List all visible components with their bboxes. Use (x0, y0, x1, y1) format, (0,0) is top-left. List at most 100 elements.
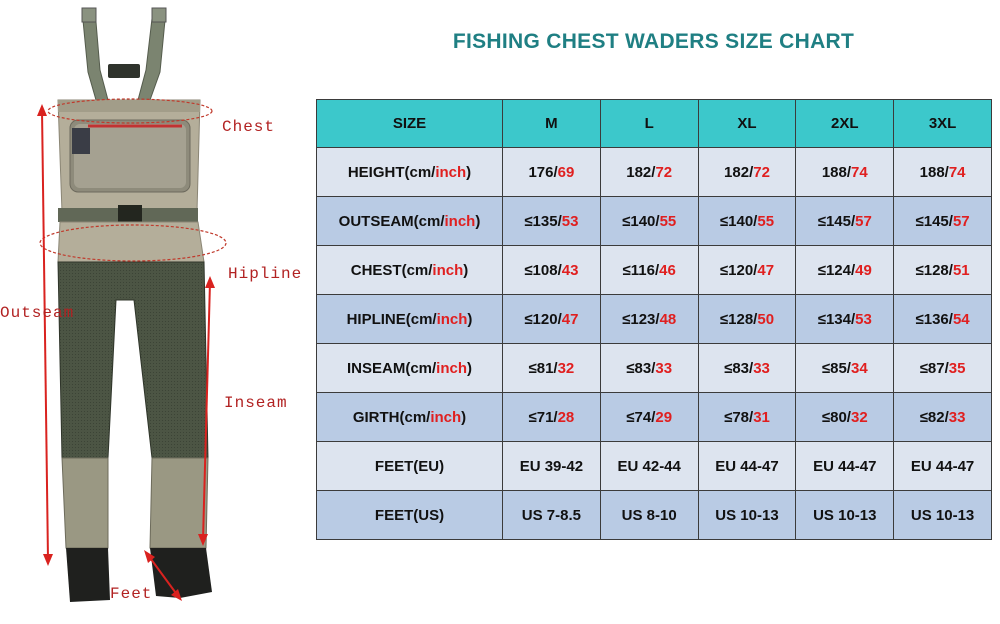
cell-cm-value: EU 44-47 (910, 457, 975, 475)
table-cell: ≤124/49 (795, 245, 895, 295)
cell-cm-value: ≤140/ (622, 212, 660, 230)
table-cell: ≤116/46 (599, 245, 699, 295)
table-cell: ≤128/50 (697, 294, 797, 344)
cell-cm-value: ≤78/ (724, 408, 754, 426)
cell-inch-value: 53 (561, 212, 579, 230)
cell-inch-value: 72 (655, 163, 673, 181)
table-cell: EU 39-42 (502, 441, 601, 491)
feet-label: Feet (110, 585, 153, 603)
table-cell: ≤71/28 (502, 392, 601, 442)
cell-inch-value: 54 (952, 310, 970, 328)
table-cell: ≤145/57 (893, 196, 992, 246)
cell-cm-value: 176/ (528, 163, 558, 181)
table-row-outseam: OUTSEAM(cm/inch) ≤135/53 ≤140/55 ≤140/55 ≤14… (316, 196, 992, 246)
table-cell: ≤120/47 (502, 294, 601, 344)
cell-cm-value: US 10-13 (910, 506, 975, 524)
table-row-height: HEIGHT(cm/inch) 176/69 182/72 182/72 188/74 1… (316, 147, 992, 197)
cell-cm-value: ≤128/ (915, 261, 953, 279)
table-cell: 182/72 (599, 147, 699, 197)
cell-cm-value: ≤71/ (528, 408, 558, 426)
cell-inch-value: 55 (659, 212, 677, 230)
cell-inch-value: 33 (655, 359, 673, 377)
row-label-unit: inch (432, 261, 464, 279)
row-label-unit: inch (430, 408, 462, 426)
cell-inch-value: 72 (753, 163, 770, 181)
table-cell: EU 44-47 (697, 441, 797, 491)
table-cell: ≤135/53 (502, 196, 601, 246)
table-cell: US 7-8.5 (502, 490, 601, 540)
row-label-text: FEET(EU) (374, 457, 445, 475)
table-cell: 182/72 (697, 147, 797, 197)
table-cell: 188/74 (893, 147, 992, 197)
chest-label: Chest (222, 118, 276, 136)
cell-inch-value: 46 (659, 261, 676, 279)
table-cell: EU 44-47 (893, 441, 992, 491)
cell-cm-value: ≤83/ (626, 359, 656, 377)
cell-inch-value: 51 (952, 261, 970, 279)
row-label: FEET(EU) (316, 441, 503, 491)
cell-inch-value: 48 (659, 310, 677, 328)
row-label-text: GIRTH(cm/ (352, 408, 431, 426)
cell-inch-value: 69 (557, 163, 575, 181)
cell-cm-value: 182/ (724, 163, 754, 181)
row-label: INSEAM(cm/inch) (316, 343, 503, 393)
row-label-text: HIPLINE(cm/ (346, 310, 437, 328)
row-label-text: HEIGHT(cm/ (347, 163, 436, 181)
cell-inch-value: 50 (757, 310, 775, 328)
cell-inch-value: 32 (557, 359, 575, 377)
cell-cm-value: ≤81/ (528, 359, 558, 377)
outseam-label: Outseam (0, 304, 75, 322)
row-label-text: FEET(US) (374, 506, 445, 524)
cell-inch-value: 35 (948, 359, 966, 377)
cell-inch-value: 43 (561, 261, 579, 279)
cell-cm-value: ≤87/ (919, 359, 949, 377)
cell-inch-value: 34 (850, 359, 868, 377)
cell-inch-value: 47 (561, 310, 579, 328)
cell-inch-value: 32 (850, 408, 868, 426)
cell-cm-value: ≤120/ (524, 310, 562, 328)
cell-cm-value: ≤124/ (817, 261, 856, 279)
row-label-text: INSEAM(cm/ (346, 359, 437, 377)
table-cell: ≤136/54 (893, 294, 992, 344)
table-cell: US 10-13 (795, 490, 895, 540)
cell-cm-value: ≤145/ (915, 212, 953, 230)
cell-cm-value: ≤128/ (719, 310, 758, 328)
waders-product-image (37, 7, 227, 602)
cell-cm-value: ≤108/ (524, 261, 562, 279)
waders-illustration: Chest Hipline Outseam Inseam Feet (0, 0, 315, 619)
table-row-feet-eu: FEET(EU) EU 39-42 EU 42-44 EU 44-47 EU 44-47… (316, 441, 992, 491)
cell-inch-value: 57 (952, 212, 970, 230)
cell-cm-value: ≤135/ (524, 212, 562, 230)
row-label-unit: inch (436, 359, 468, 377)
row-label-close: ) (467, 359, 473, 377)
table-cell: ≤108/43 (502, 245, 601, 295)
cell-inch-value: 47 (757, 261, 775, 279)
table-cell: ≤145/57 (795, 196, 895, 246)
table-cell: ≤140/55 (697, 196, 797, 246)
table-row-chest: CHEST(cm/inch) ≤108/43 ≤116/46 ≤120/47 ≤124/… (316, 245, 992, 295)
chart-title: FISHING CHEST WADERS SIZE CHART (452, 30, 855, 53)
table-cell: ≤81/32 (502, 343, 601, 393)
row-label: FEET(US) (316, 490, 503, 540)
row-label: CHEST(cm/inch) (316, 245, 503, 295)
table-cell: ≤120/47 (697, 245, 797, 295)
cell-inch-value: 33 (753, 359, 770, 377)
cell-inch-value: 33 (948, 408, 966, 426)
table-cell: ≤140/55 (599, 196, 699, 246)
table-row-hipline: HIPLINE(cm/inch) ≤120/47 ≤123/48 ≤128/50 ≤13… (316, 294, 992, 344)
row-label: GIRTH(cm/inch) (316, 392, 503, 442)
cell-cm-value: ≤85/ (821, 359, 851, 377)
cell-inch-value: 29 (655, 408, 673, 426)
cell-cm-value: ≤123/ (622, 310, 660, 328)
cell-cm-value: ≤80/ (821, 408, 851, 426)
cell-cm-value: EU 44-47 (715, 457, 779, 475)
cell-inch-value: 74 (948, 163, 966, 181)
cell-cm-value: EU 44-47 (813, 457, 877, 475)
cell-cm-value: US 10-13 (715, 506, 779, 524)
header-cell-size: SIZE (316, 99, 503, 148)
cell-cm-value: ≤120/ (719, 261, 758, 279)
table-cell: ≤123/48 (599, 294, 699, 344)
header-cell-2xl: 2XL (795, 99, 895, 148)
table-cell: US 10-13 (697, 490, 797, 540)
cell-cm-value: ≤116/ (622, 261, 660, 279)
